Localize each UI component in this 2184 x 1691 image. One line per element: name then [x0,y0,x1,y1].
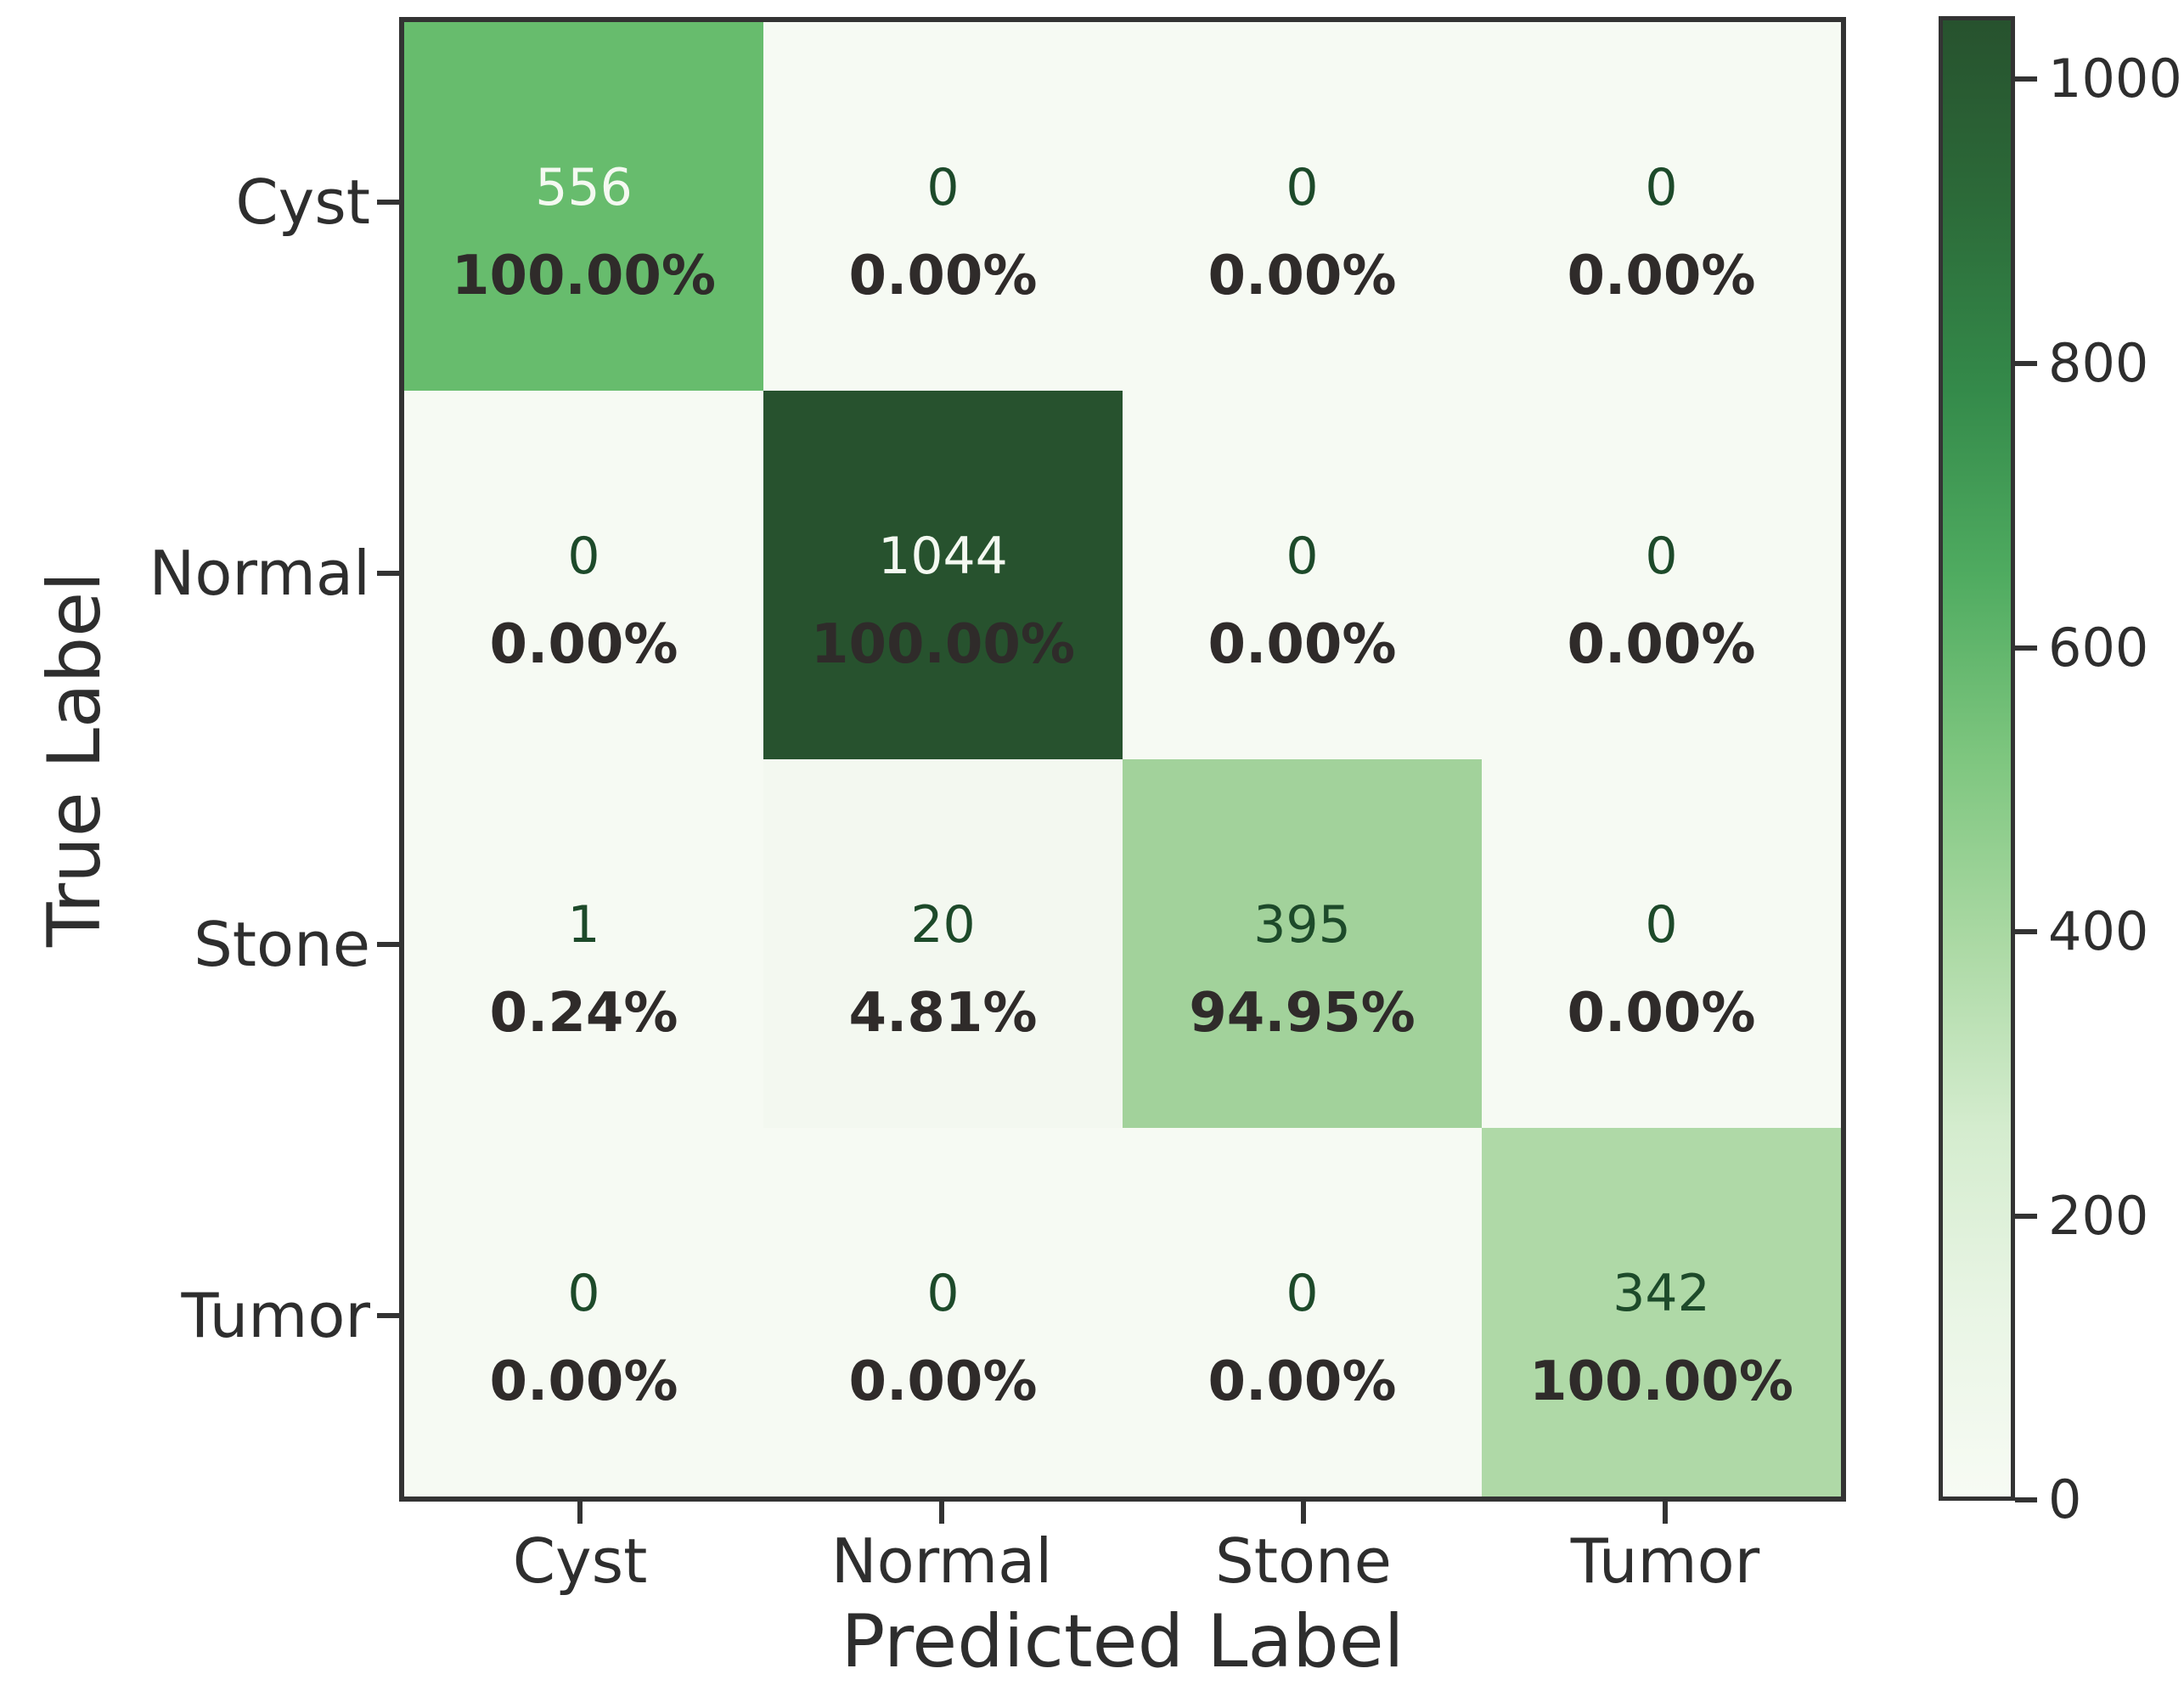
colorbar [1939,16,2015,1501]
y-tick-label-normal: Normal [149,538,370,609]
x-tick-label-cyst: Cyst [512,1525,648,1597]
x-axis-title: Predicted Label [841,1599,1404,1684]
cell-percent: 0.00% [1567,613,1756,677]
cell-count: 0 [567,1264,600,1324]
matrix-cell-normal-stone: 0 0.00% [1123,391,1482,759]
cell-count: 0 [1286,1264,1319,1324]
matrix-cell-cyst-normal: 0 0.00% [763,22,1123,391]
y-tick-label-tumor: Tumor [181,1280,370,1351]
colorbar-tick-label-400: 400 [2048,900,2149,962]
matrix-cell-tumor-stone: 0 0.00% [1123,1128,1482,1497]
cell-count: 20 [910,895,976,955]
cell-count: 0 [567,527,600,587]
colorbar-tick-mark [2015,76,2037,82]
colorbar-tick-label-0: 0 [2048,1468,2082,1530]
x-tick-mark [939,1502,944,1524]
cell-percent: 100.00% [451,245,717,308]
matrix-cell-cyst-tumor: 0 0.00% [1482,22,1841,391]
y-tick-mark [377,200,399,205]
x-tick-label-stone: Stone [1215,1525,1392,1597]
matrix-cell-cyst-stone: 0 0.00% [1123,22,1482,391]
y-axis-title: True Label [32,571,117,948]
matrix-cell-normal-normal: 1044 100.00% [763,391,1123,759]
cell-count: 1 [567,895,600,955]
cell-percent: 0.00% [489,613,678,677]
x-tick-mark [577,1502,583,1524]
y-tick-mark [377,942,399,947]
cell-count: 0 [1645,158,1678,218]
cell-count: 0 [1645,895,1678,955]
matrix-cell-cyst-cyst: 556 100.00% [404,22,763,391]
heatmap-plot-area: 556 100.00% 0 0.00% 0 0.00% 0 0.00% 0 0.… [399,17,1846,1502]
cell-percent: 0.00% [1567,982,1756,1046]
y-tick-mark [377,571,399,576]
y-tick-label-stone: Stone [194,909,370,980]
matrix-cell-stone-stone: 395 94.95% [1123,759,1482,1128]
cell-count: 1044 [878,527,1008,587]
matrix-cell-stone-tumor: 0 0.00% [1482,759,1841,1128]
cell-percent: 0.00% [848,245,1038,308]
cell-count: 342 [1613,1264,1710,1324]
cell-percent: 0.00% [489,1350,678,1414]
y-tick-label-cyst: Cyst [235,166,370,238]
cell-count: 0 [1286,158,1319,218]
colorbar-tick-mark [2015,645,2037,651]
cell-percent: 4.81% [848,982,1038,1046]
matrix-cell-tumor-tumor: 342 100.00% [1482,1128,1841,1497]
cell-percent: 94.95% [1189,982,1416,1046]
matrix-cell-normal-cyst: 0 0.00% [404,391,763,759]
cell-percent: 100.00% [810,613,1076,677]
x-tick-label-tumor: Tumor [1570,1525,1760,1597]
matrix-cell-tumor-normal: 0 0.00% [763,1128,1123,1497]
cell-percent: 0.00% [1207,1350,1397,1414]
cell-count: 0 [1645,527,1678,587]
matrix-cell-stone-cyst: 1 0.24% [404,759,763,1128]
cell-count: 0 [1286,527,1319,587]
colorbar-tick-label-200: 200 [2048,1185,2149,1247]
cell-percent: 0.24% [489,982,678,1046]
colorbar-tick-label-600: 600 [2048,617,2149,679]
cell-percent: 100.00% [1528,1350,1794,1414]
colorbar-tick-mark [2015,1497,2037,1502]
cell-percent: 0.00% [1207,613,1397,677]
matrix-cell-stone-normal: 20 4.81% [763,759,1123,1128]
colorbar-tick-label-800: 800 [2048,332,2149,394]
cell-count: 395 [1253,895,1351,955]
colorbar-tick-mark [2015,1214,2037,1219]
cell-percent: 0.00% [848,1350,1038,1414]
x-tick-mark [1663,1502,1668,1524]
matrix-cell-tumor-cyst: 0 0.00% [404,1128,763,1497]
cell-percent: 0.00% [1207,245,1397,308]
matrix-cell-normal-tumor: 0 0.00% [1482,391,1841,759]
y-tick-mark [377,1313,399,1318]
colorbar-tick-label-1000: 1000 [2048,48,2182,110]
x-tick-mark [1301,1502,1306,1524]
x-tick-label-normal: Normal [830,1525,1053,1597]
cell-count: 0 [926,1264,960,1324]
cell-count: 556 [535,158,633,218]
cell-count: 0 [926,158,960,218]
heatmap-grid: 556 100.00% 0 0.00% 0 0.00% 0 0.00% 0 0.… [404,22,1841,1497]
colorbar-tick-mark [2015,361,2037,366]
colorbar-tick-mark [2015,929,2037,934]
cell-percent: 0.00% [1567,245,1756,308]
